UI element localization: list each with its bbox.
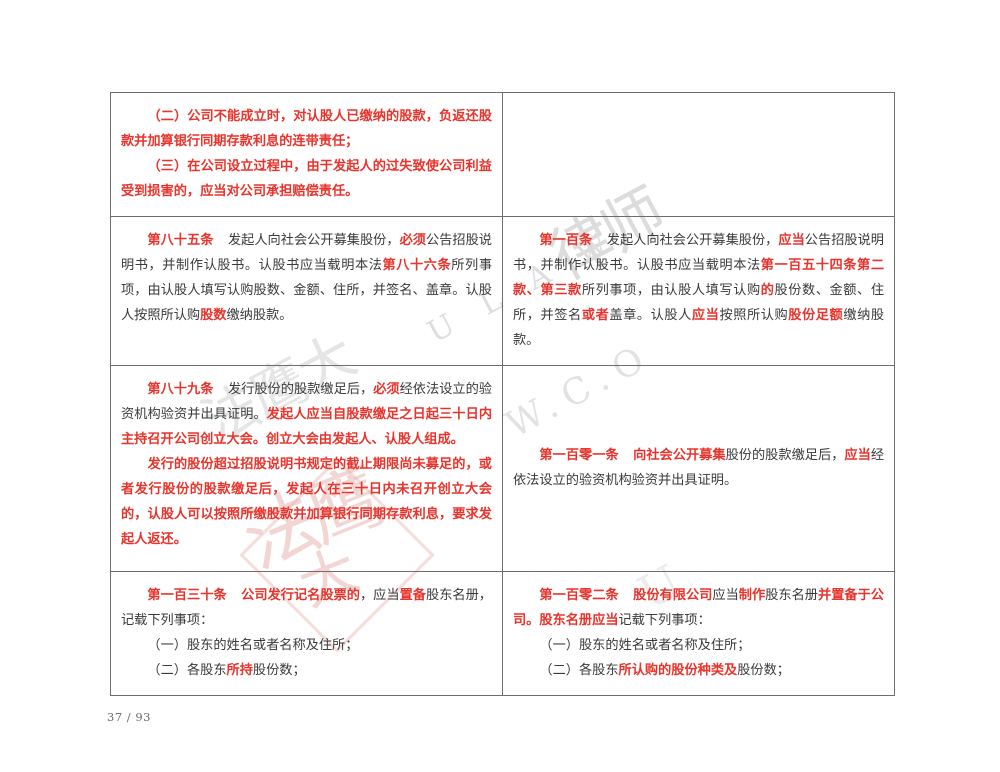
page-number-footer: 37 / 93 — [107, 710, 151, 724]
law-paragraph: 第八十九条 发行股份的股款缴足后，必须经依法设立的验资机构验资并出具证明。发起人… — [121, 377, 492, 452]
article-number: 第一百零二条 — [539, 588, 619, 603]
law-text-run: 公告招股说明书，并制作认股书。认股书应当载明本法 — [121, 233, 492, 273]
law-text-run: 股份数、金额、住所，并签名 — [513, 283, 885, 323]
table-row: 第一百三十条 公司发行记名股票的，应当置备股东名册，记载下列事项： （一）股东的姓… — [110, 571, 895, 696]
law-text-run: 第八十六条 — [382, 258, 452, 273]
law-paragraph: 第一百条 发起人向社会公开募集股份，应当公告招股说明书，并制作认股书。认股书应当… — [513, 228, 884, 353]
law-cell-right: 第一百零二条 股份有限公司应当制作股东名册并置备于公司。股东名册应当记载下列事项… — [502, 571, 895, 696]
law-paragraph: 第一百零一条 向社会公开募集股份的股款缴足后，应当经依法设立的验资机构验资并出具… — [513, 443, 884, 493]
law-text-run: 应当 — [712, 588, 739, 603]
law-text-run: 或者 — [581, 308, 610, 323]
law-text-run: 股数 — [200, 308, 227, 323]
article-number: 第一百三十条 — [147, 588, 227, 603]
law-text-run: 所认购的股份种类及 — [618, 663, 738, 678]
law-text-run: 盖章。认股人 — [609, 308, 692, 323]
law-text-run: 应当 — [778, 233, 805, 248]
law-cell-left: 第八十五条 发起人向社会公开募集股份，必须公告招股说明书，并制作认股书。认股书应… — [110, 216, 503, 366]
law-text-run: 所列事项，由认股人填写认购股数、金额、住所，并签名、盖章。认股人按照所认购 — [121, 258, 493, 323]
law-text-run: 记载下列事项： — [618, 613, 711, 628]
law-text-run: 发起人应当自股款缴足之日起三十日内主持召开公司创立大会。创立大会由发起人、认股人… — [121, 407, 493, 447]
law-comparison-table: （二）公司不能成立时，对认股人已缴纳的股款，负返还股款并加算银行同期存款利息的连… — [110, 92, 895, 696]
law-text-run: 所列事项，由认股人填写认购 — [581, 283, 761, 298]
law-cell-right: 第一百条 发起人向社会公开募集股份，应当公告招股说明书，并制作认股书。认股书应当… — [502, 216, 895, 366]
law-table-body: （二）公司不能成立时，对认股人已缴纳的股款，负返还股款并加算银行同期存款利息的连… — [110, 92, 895, 696]
law-paragraph: 第八十五条 发起人向社会公开募集股份，必须公告招股说明书，并制作认股书。认股书应… — [121, 228, 492, 328]
law-cell-right — [502, 92, 895, 217]
law-paragraph: （二）各股东所持股份数； — [121, 658, 492, 683]
article-number: 第一百条 — [539, 233, 593, 248]
law-text-run: 股份的股款缴足后， — [725, 448, 845, 463]
article-number: 第一百零一条 — [539, 448, 619, 463]
article-number: 第八十五条 — [147, 233, 214, 248]
law-text-run: （二）各股东 — [539, 663, 619, 678]
law-text-run: 经依法设立的验资机构验资并出具证明。 — [513, 448, 884, 488]
law-text-run: 必须 — [399, 233, 426, 248]
law-paragraph: （三）在公司设立过程中，由于发起人的过失致使公司利益受到损害的，应当对公司承担赔… — [121, 154, 492, 204]
law-cell-right: 第一百零一条 向社会公开募集股份的股款缴足后，应当经依法设立的验资机构验资并出具… — [502, 365, 895, 572]
table-row: 第八十九条 发行股份的股款缴足后，必须经依法设立的验资机构验资并出具证明。发起人… — [110, 365, 895, 572]
law-text-run: 发行的股份超过招股说明书规定的截止期限尚未募足的，或者发行股份的股款缴足后，发起… — [121, 457, 492, 547]
law-text-run: 所持 — [226, 663, 253, 678]
law-text-run: 公告招股说明书，并制作认股书。认股书应当载明本法 — [513, 233, 884, 273]
law-text-run: 发行股份的股款缴足后， — [227, 382, 374, 397]
law-text-run: （二）公司不能成立时，对认股人已缴纳的股款，负返还股款并加算银行同期存款利息的连… — [121, 109, 492, 149]
law-text-run: 置备 — [399, 588, 426, 603]
law-cell-left: 第一百三十条 公司发行记名股票的，应当置备股东名册，记载下列事项： （一）股东的姓… — [110, 571, 503, 696]
law-text-run: （一）股东的姓名或者名称及住所； — [147, 638, 359, 653]
law-text-run: 按照所认购 — [719, 308, 789, 323]
law-text-run: 缴纳股款。 — [226, 308, 293, 323]
law-text-run: 公司发行记名股票的 — [241, 588, 360, 603]
law-text-run: 股东名册 — [765, 588, 818, 603]
law-paragraph: 发行的股份超过招股说明书规定的截止期限尚未募足的，或者发行股份的股款缴足后，发起… — [121, 452, 492, 552]
law-text-run: 股份数； — [737, 663, 790, 678]
law-text-run: 应当 — [691, 308, 720, 323]
table-row: （二）公司不能成立时，对认股人已缴纳的股款，负返还股款并加算银行同期存款利息的连… — [110, 92, 895, 217]
law-text-run: 必须 — [373, 382, 400, 397]
law-text-run: 股份足额 — [788, 308, 844, 323]
table-row: 第八十五条 发起人向社会公开募集股份，必须公告招股说明书，并制作认股书。认股书应… — [110, 216, 895, 366]
law-cell-left: （二）公司不能成立时，对认股人已缴纳的股款，负返还股款并加算银行同期存款利息的连… — [110, 92, 503, 217]
law-paragraph: （二）各股东所认购的股份种类及股份数； — [513, 658, 884, 683]
law-cell-left: 第八十九条 发行股份的股款缴足后，必须经依法设立的验资机构验资并出具证明。发起人… — [110, 365, 503, 572]
law-text-run: 第一百五十四条第二款、第三款 — [513, 258, 885, 298]
law-text-run: （二）各股东 — [147, 663, 227, 678]
law-paragraph: 第一百零二条 股份有限公司应当制作股东名册并置备于公司。股东名册应当记载下列事项… — [513, 583, 884, 633]
law-text-run: 缴纳股款。 — [513, 308, 885, 348]
law-text-run: ，应当 — [359, 588, 400, 603]
law-paragraph: （一）股东的姓名或者名称及住所； — [513, 633, 884, 658]
law-text-run: 股份数； — [252, 663, 306, 678]
law-text-run: （三）在公司设立过程中，由于发起人的过失致使公司利益受到损害的，应当对公司承担赔… — [121, 159, 492, 199]
law-paragraph: （一）股东的姓名或者名称及住所； — [121, 633, 492, 658]
law-text-run: 制作 — [738, 588, 766, 603]
law-text-run: （一）股东的姓名或者名称及住所； — [539, 638, 751, 653]
law-paragraph: 第一百三十条 公司发行记名股票的，应当置备股东名册，记载下列事项： — [121, 583, 492, 633]
law-text-run: 股东名册，记载下列事项： — [121, 588, 492, 628]
law-text-run: 的 — [760, 283, 775, 298]
law-text-run: 发起人向社会公开募集股份， — [227, 233, 400, 248]
law-text-run: 向社会公开募集 — [633, 448, 726, 463]
law-paragraph: （二）公司不能成立时，对认股人已缴纳的股款，负返还股款并加算银行同期存款利息的连… — [121, 104, 492, 154]
law-text-run: 股份有限公司 — [633, 588, 713, 603]
law-text-run: 发起人向社会公开募集股份， — [606, 233, 779, 248]
article-number: 第八十九条 — [147, 382, 214, 397]
law-text-run: 应当 — [844, 448, 871, 463]
law-text-run: 经依法设立的验资机构验资并出具证明。 — [121, 382, 492, 422]
law-text-run: 并置备于公司。股东名册应当 — [513, 588, 884, 628]
